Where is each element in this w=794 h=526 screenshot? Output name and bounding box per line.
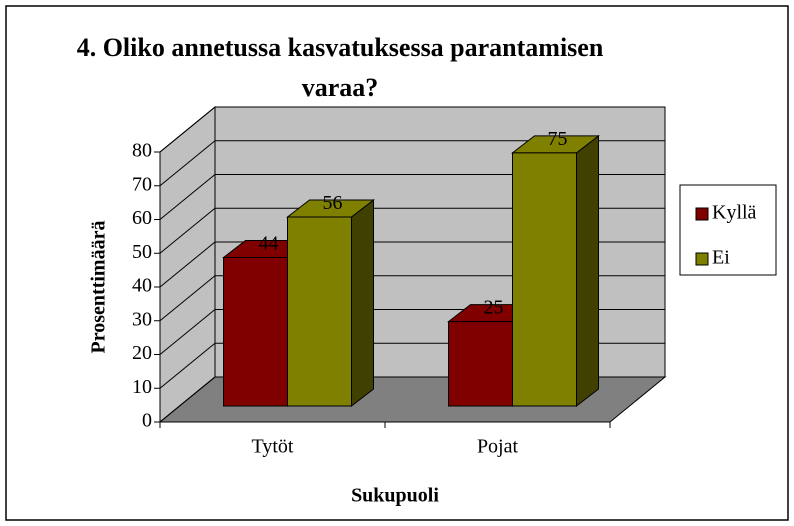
bar xyxy=(448,321,513,407)
grid-line xyxy=(159,376,216,423)
data-label: 25 xyxy=(484,297,504,319)
y-tick-label: 80 xyxy=(132,140,152,162)
grid-line xyxy=(159,241,216,288)
grid-line xyxy=(159,174,216,220)
legend-label: Kyllä xyxy=(712,202,757,224)
chart-title: 4. Oliko annetussa kasvatuksessa paranta… xyxy=(76,33,604,102)
y-tick-label: 10 xyxy=(132,376,152,398)
y-axis-label: Prosenttimäärä xyxy=(88,221,110,354)
bar-side xyxy=(576,134,599,408)
y-tick-label: 0 xyxy=(142,410,152,432)
bar xyxy=(512,152,577,407)
y-tick-label: 40 xyxy=(132,275,152,297)
bar xyxy=(223,257,288,407)
grid-line xyxy=(159,207,216,254)
x-tick-label: Pojat xyxy=(477,436,519,458)
x-axis-label: Sukupuoli xyxy=(351,485,439,507)
x-tick-label: Tytöt xyxy=(252,436,294,458)
legend-swatch xyxy=(695,252,709,266)
y-tick-label: 70 xyxy=(132,173,152,195)
bar-side xyxy=(351,198,374,408)
data-label: 56 xyxy=(323,192,343,214)
y-tick-label: 60 xyxy=(132,207,152,229)
y-tick-label: 30 xyxy=(132,308,152,330)
grid-line xyxy=(159,140,216,187)
grid-line xyxy=(159,275,216,322)
legend-label: Ei xyxy=(712,247,730,269)
y-tick-label: 20 xyxy=(132,342,152,364)
grid-line xyxy=(159,309,216,355)
grid-line xyxy=(159,106,216,153)
y-tick-label: 50 xyxy=(132,241,152,263)
bar xyxy=(287,216,352,407)
grid-line xyxy=(159,342,216,389)
data-label: 75 xyxy=(548,128,568,150)
data-label: 44 xyxy=(259,233,279,255)
legend-swatch xyxy=(695,207,709,221)
